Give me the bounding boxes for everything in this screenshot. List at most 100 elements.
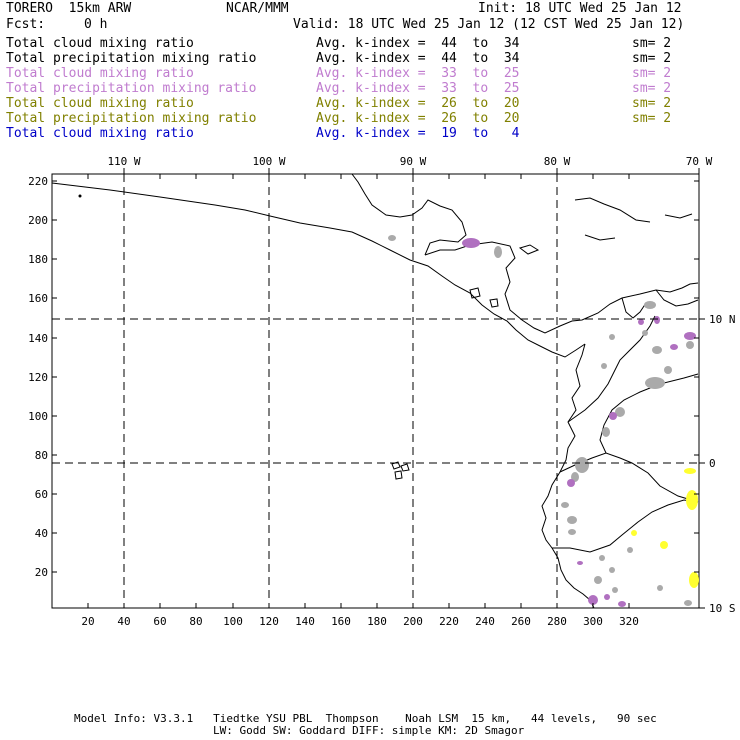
- legend-field-name: Total precipitation mixing ratio: [6, 51, 257, 66]
- legend-smoothing: sm= 2: [632, 96, 672, 111]
- axis-labels: 220 200 180 160 140 120 100 80 60 40 20 20 40 60 80 100…: [28, 155, 735, 628]
- gray-field-cell: [664, 366, 672, 374]
- gray-field-cell: [601, 363, 607, 369]
- model-title: TORERO 15km ARW: [6, 1, 132, 16]
- coastline: [655, 289, 699, 307]
- legend-field-name: Total cloud mixing ratio: [6, 126, 194, 141]
- coastline: [621, 297, 647, 319]
- gray-field-cell: [645, 377, 665, 389]
- y-tick-label: 180: [28, 253, 48, 266]
- coastline: [394, 470, 403, 480]
- latitude-label: 10 N: [709, 313, 736, 326]
- longitude-label: 70 W: [686, 155, 713, 168]
- purple-field-cell: [684, 332, 696, 340]
- coastline: [51, 182, 586, 358]
- coastlines: [51, 173, 699, 609]
- legend-kindex: Avg. k-index = 44 to 34: [316, 51, 520, 66]
- legend-field-name: Total cloud mixing ratio: [6, 36, 194, 51]
- gray-field-cell: [609, 334, 615, 340]
- x-tick-label: 40: [117, 615, 130, 628]
- legend-smoothing: sm= 2: [632, 66, 672, 81]
- x-tick-label: 140: [295, 615, 315, 628]
- longitude-label: 100 W: [252, 155, 285, 168]
- coastline: [664, 213, 693, 219]
- legend-kindex: Avg. k-index = 19 to 4: [316, 126, 520, 141]
- model-info-line1: Model Info: V3.3.1 Tiedtke YSU PBL Thomp…: [74, 712, 657, 725]
- x-tick-label: 260: [511, 615, 531, 628]
- yellow-field-cell: [686, 490, 698, 510]
- latitude-label: 10 S: [709, 602, 736, 615]
- coastline: [469, 287, 481, 299]
- coastline: [351, 173, 467, 256]
- y-tick-label: 120: [28, 371, 48, 384]
- legend-kindex: Avg. k-index = 26 to 20: [316, 96, 520, 111]
- legend-kindex: Avg. k-index = 26 to 20: [316, 111, 520, 126]
- y-tick-label: 100: [28, 410, 48, 423]
- legend-smoothing: sm= 2: [632, 111, 672, 126]
- legend-smoothing: sm= 2: [632, 81, 672, 96]
- map-border: [51, 173, 700, 609]
- purple-field-cell: [462, 238, 480, 248]
- purple-field-cell: [618, 601, 626, 607]
- coastline: [424, 241, 699, 334]
- legend-field-name: Total cloud mixing ratio: [6, 66, 194, 81]
- gray-field-cell: [494, 246, 502, 258]
- gray-field-cell: [599, 555, 605, 561]
- gray-field-cell: [594, 576, 602, 584]
- gray-field-cell: [568, 529, 576, 535]
- longitude-label: 90 W: [400, 155, 427, 168]
- y-tick-label: 20: [35, 566, 48, 579]
- gray-field-cell: [567, 516, 577, 524]
- model-info-line2: LW: Godd SW: Goddard DIFF: simple KM: 2D…: [213, 724, 525, 737]
- x-tick-label: 240: [475, 615, 495, 628]
- coastline: [584, 234, 616, 241]
- purple-field-cell: [609, 412, 617, 420]
- legend-smoothing: sm= 2: [632, 51, 672, 66]
- gray-field-cell: [575, 457, 589, 473]
- gray-field-cell: [612, 587, 618, 593]
- legend-field-name: Total cloud mixing ratio: [6, 96, 194, 111]
- coastline: [567, 315, 656, 423]
- purple-field-cell: [577, 561, 583, 565]
- y-tick-label: 160: [28, 292, 48, 305]
- x-tick-label: 60: [153, 615, 166, 628]
- coastline: [541, 343, 595, 609]
- y-tick-label: 40: [35, 527, 48, 540]
- gray-field-cell: [627, 547, 633, 553]
- x-tick-label: 280: [547, 615, 567, 628]
- gray-field-cell: [642, 330, 648, 336]
- init-time: Init: 18 UTC Wed 25 Jan 12: [478, 1, 682, 16]
- x-tick-label: 200: [403, 615, 423, 628]
- gray-field-cell: [615, 407, 625, 417]
- gray-field-cell: [686, 341, 694, 349]
- coastline: [518, 244, 540, 255]
- valid-time: Valid: 18 UTC Wed 25 Jan 12 (12 CST Wed …: [293, 17, 685, 32]
- gray-field-cell: [571, 472, 579, 482]
- gray-field-cell: [609, 567, 615, 573]
- coastline: [400, 463, 410, 472]
- purple-field-cell: [567, 479, 575, 487]
- x-tick-label: 180: [367, 615, 387, 628]
- gray-field-cell: [652, 346, 662, 354]
- forecast-hour: 0 h: [84, 17, 108, 32]
- organization: NCAR/MMM: [226, 1, 289, 16]
- legend-smoothing: sm= 2: [632, 36, 672, 51]
- legend-kindex: Avg. k-index = 44 to 34: [316, 36, 520, 51]
- legend-kindex: Avg. k-index = 33 to 25: [316, 66, 520, 81]
- coastline: [574, 197, 651, 223]
- coastline: [552, 499, 699, 553]
- x-tick-label: 160: [331, 615, 351, 628]
- y-tick-label: 140: [28, 332, 48, 345]
- longitude-label: 80 W: [544, 155, 571, 168]
- gray-field-cell: [388, 235, 396, 241]
- coast-dot: [78, 194, 82, 198]
- gray-field-cell: [561, 502, 569, 508]
- purple-field-cell: [654, 316, 660, 324]
- axis-ticks: [52, 168, 705, 609]
- legend-field-name: Total precipitation mixing ratio: [6, 111, 257, 126]
- x-tick-label: 100: [223, 615, 243, 628]
- gray-field-cell: [657, 585, 663, 591]
- lat-lon-grid: [52, 174, 699, 608]
- y-tick-label: 60: [35, 488, 48, 501]
